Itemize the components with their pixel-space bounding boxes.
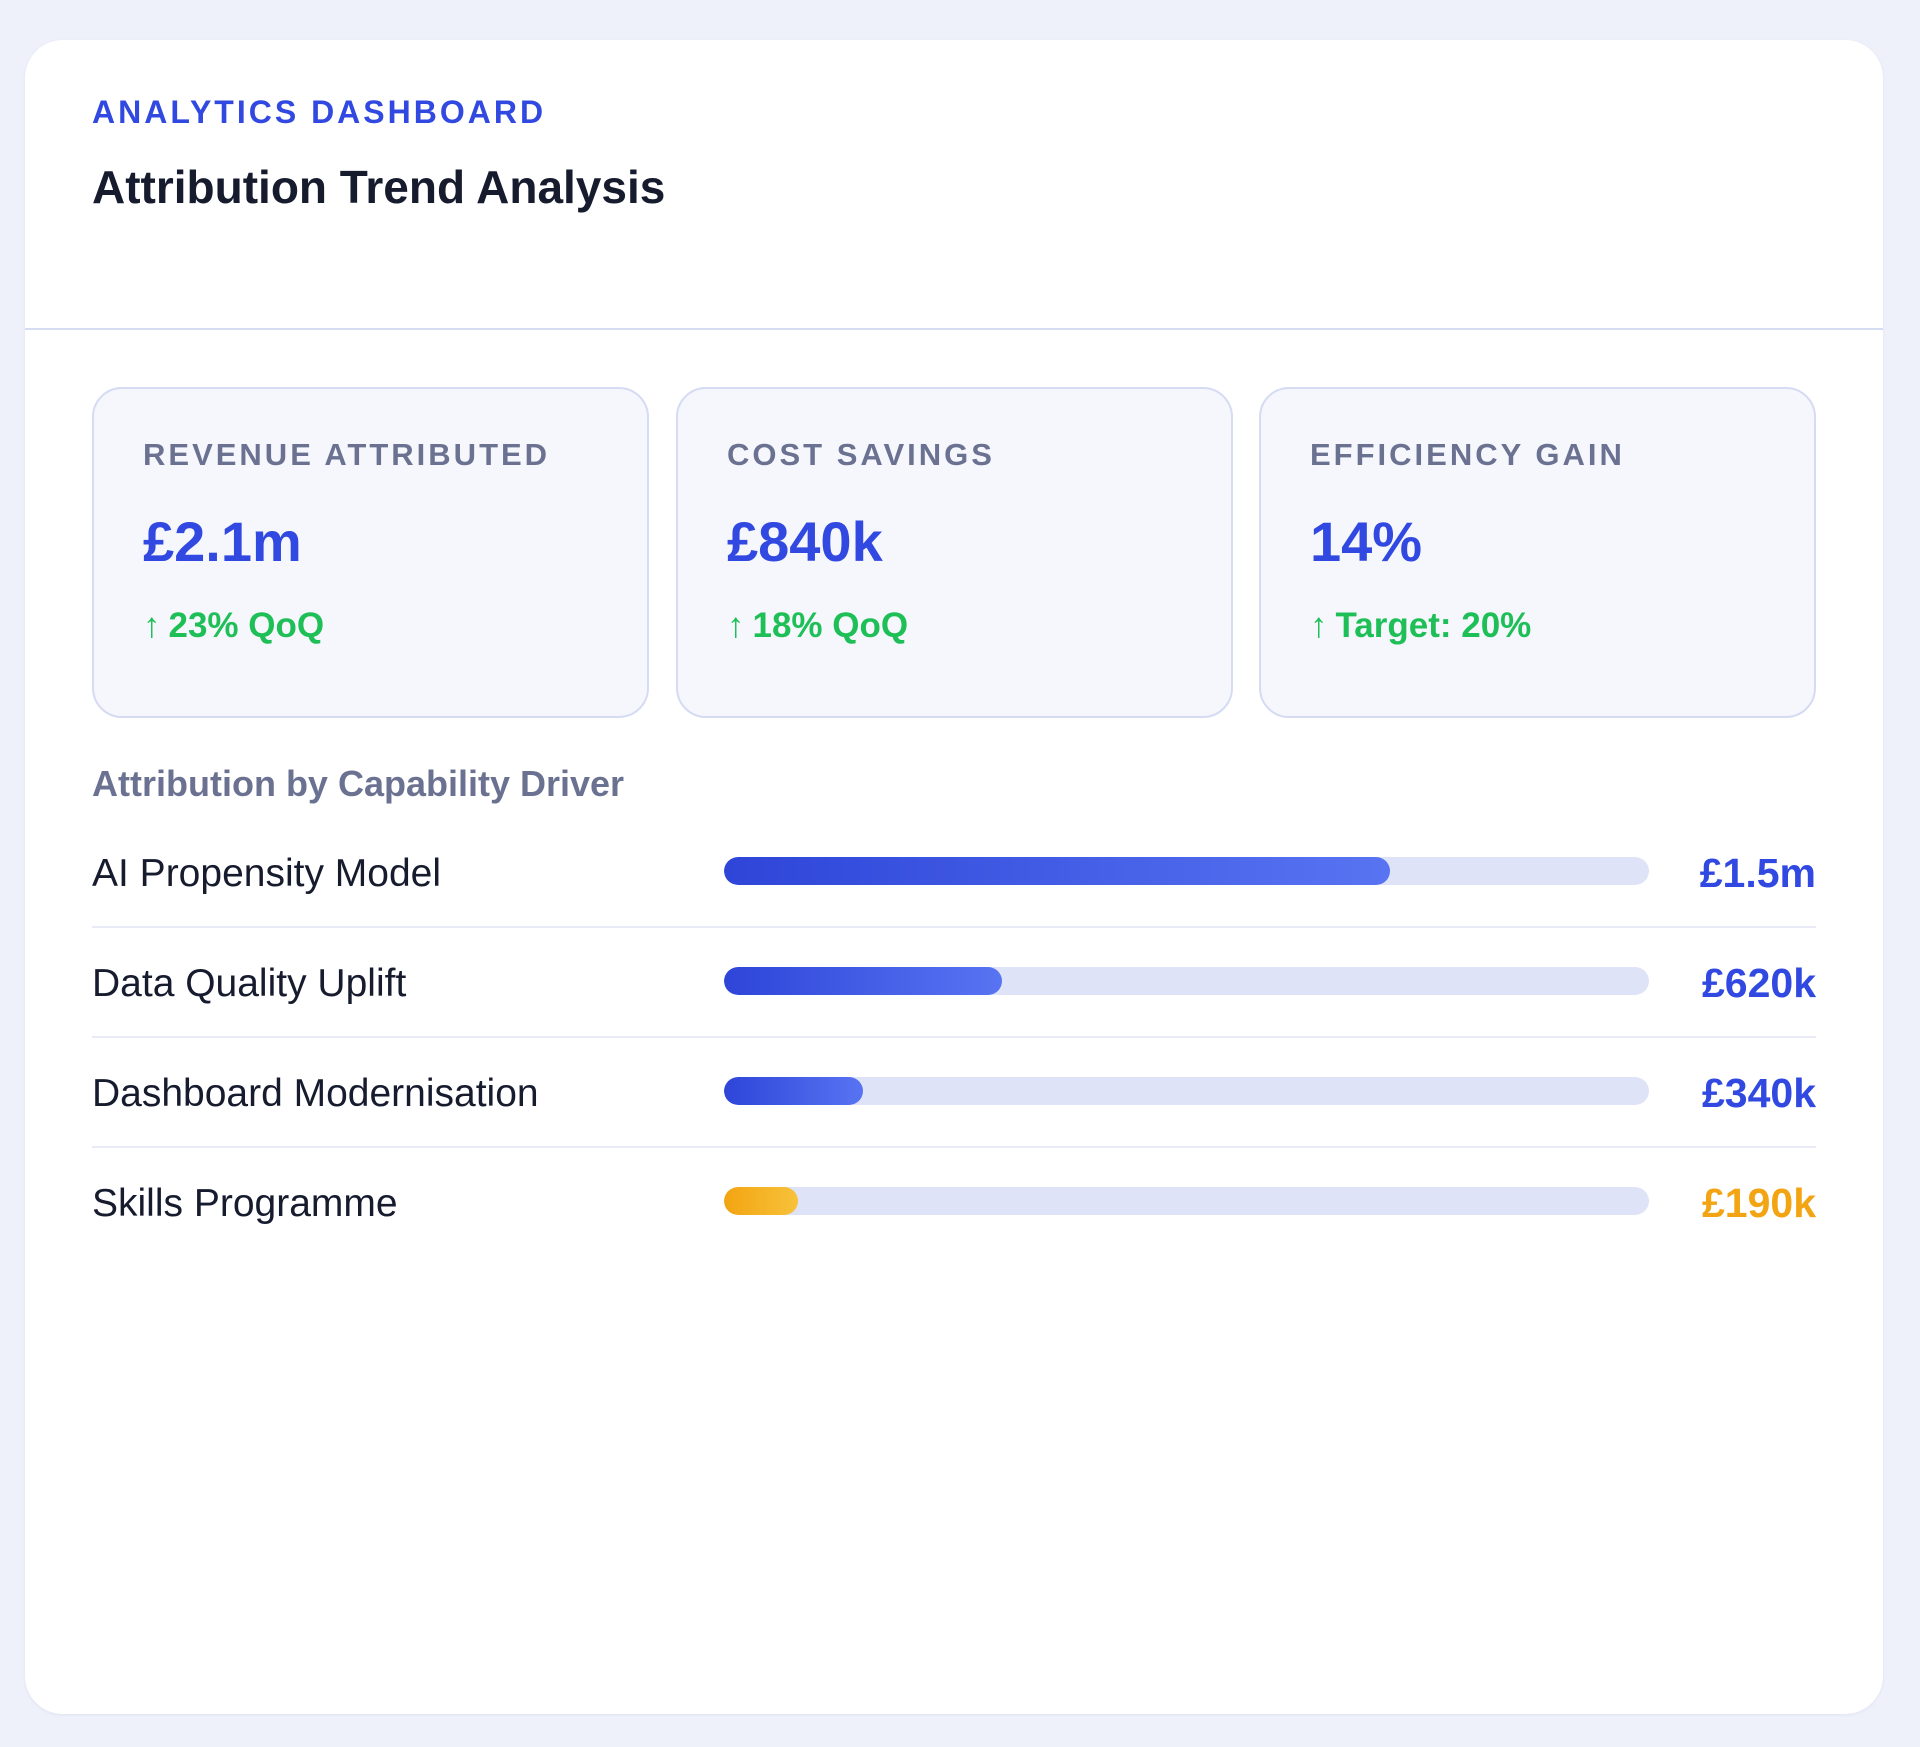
kpi-delta-text: Target: 20% xyxy=(1335,606,1532,645)
driver-bar-fill xyxy=(724,857,1390,885)
kpi-card-revenue: REVENUE ATTRIBUTED £2.1m ↑ 23% QoQ xyxy=(92,387,649,718)
driver-name: Skills Programme xyxy=(92,1182,398,1225)
attribution-card: ANALYTICS DASHBOARD Attribution Trend An… xyxy=(25,40,1883,1714)
page-title: Attribution Trend Analysis xyxy=(92,161,666,213)
kpi-value: £840k xyxy=(727,510,883,573)
kpi-label: EFFICIENCY GAIN xyxy=(1310,437,1625,472)
dashboard-eyebrow: ANALYTICS DASHBOARD xyxy=(92,94,547,130)
driver-bar-fill xyxy=(724,1187,798,1215)
driver-value: £190k xyxy=(1701,1180,1816,1226)
kpi-delta-text: 23% QoQ xyxy=(168,606,325,645)
driver-name: AI Propensity Model xyxy=(92,852,442,895)
driver-bar-fill xyxy=(724,1077,863,1105)
driver-value: £1.5m xyxy=(1699,850,1816,896)
kpi-value: 14% xyxy=(1310,510,1423,573)
kpi-card-cost-savings: COST SAVINGS £840k ↑ 18% QoQ xyxy=(676,387,1233,718)
driver-bar-track xyxy=(724,967,1649,995)
driver-name: Data Quality Uplift xyxy=(92,962,407,1005)
driver-bar-track xyxy=(724,857,1649,885)
drivers-section-title: Attribution by Capability Driver xyxy=(92,763,625,804)
kpi-value: £2.1m xyxy=(143,510,302,573)
driver-row: Dashboard Modernisation £340k xyxy=(92,1038,1816,1148)
driver-row: Data Quality Uplift £620k xyxy=(92,928,1816,1038)
driver-list: AI Propensity Model £1.5m Data Quality U… xyxy=(92,818,1816,1258)
kpi-delta: ↑ Target: 20% xyxy=(1310,608,1814,643)
card-header: ANALYTICS DASHBOARD Attribution Trend An… xyxy=(25,40,1883,330)
driver-value: £340k xyxy=(1701,1070,1816,1116)
kpi-row: REVENUE ATTRIBUTED £2.1m ↑ 23% QoQ COST S… xyxy=(92,387,1816,718)
kpi-label: REVENUE ATTRIBUTED xyxy=(143,437,551,472)
arrow-up-icon: ↑ xyxy=(1310,606,1328,645)
kpi-label: COST SAVINGS xyxy=(727,437,995,472)
kpi-card-efficiency-gain: EFFICIENCY GAIN 14% ↑ Target: 20% xyxy=(1259,387,1816,718)
kpi-delta: ↑ 18% QoQ xyxy=(727,608,1231,643)
driver-row: AI Propensity Model £1.5m xyxy=(92,818,1816,928)
driver-bar-track xyxy=(724,1187,1649,1215)
driver-name: Dashboard Modernisation xyxy=(92,1072,539,1115)
driver-bar-track xyxy=(724,1077,1649,1105)
arrow-up-icon: ↑ xyxy=(143,606,161,645)
driver-row: Skills Programme £190k xyxy=(92,1148,1816,1258)
arrow-up-icon: ↑ xyxy=(727,606,745,645)
driver-bar-fill xyxy=(724,967,1002,995)
kpi-delta-text: 18% QoQ xyxy=(752,606,909,645)
kpi-delta: ↑ 23% QoQ xyxy=(143,608,647,643)
driver-value: £620k xyxy=(1701,960,1816,1006)
